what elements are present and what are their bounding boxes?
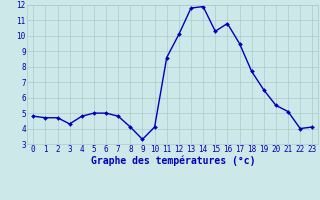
X-axis label: Graphe des températures (°c): Graphe des températures (°c)	[91, 156, 255, 166]
